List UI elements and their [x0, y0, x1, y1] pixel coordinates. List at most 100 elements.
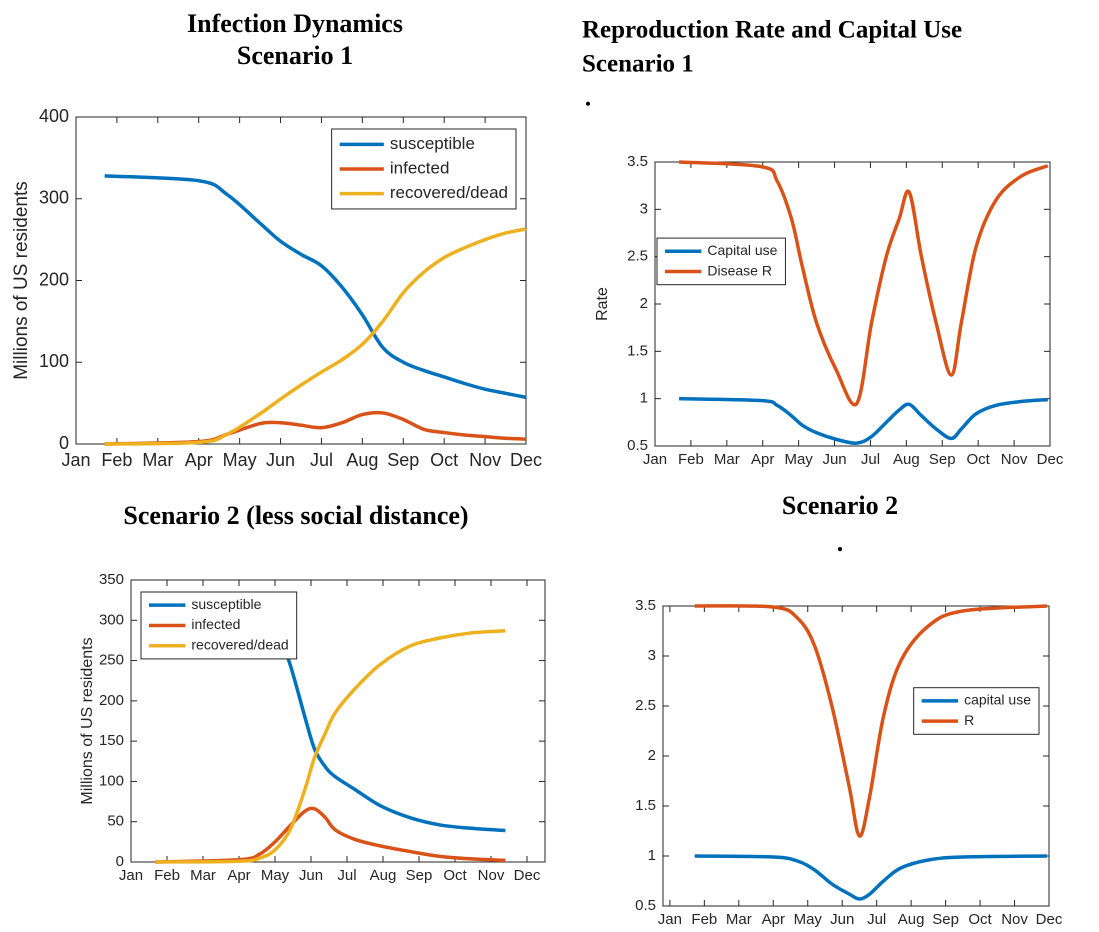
series-line [679, 396, 1048, 445]
legend: Capital use Disease R [656, 237, 786, 286]
axes-box [654, 161, 1051, 447]
y-tick-label: 50 [107, 813, 124, 830]
legend-label: recovered/dead [191, 636, 288, 652]
x-tick-label: Dec [1036, 911, 1063, 928]
y-axis-label: Millions of US residents [11, 181, 32, 380]
x-tick-label: Jun [266, 450, 295, 470]
y-axis-label: Rate [594, 287, 611, 321]
y-tick-label: 300 [99, 611, 124, 628]
y-tick-label: 3 [648, 647, 656, 664]
legend-label: recovered/dead [390, 183, 508, 202]
series-line [694, 854, 1047, 901]
x-tick-label: Aug [893, 451, 920, 468]
y-tick-label: 200 [99, 692, 124, 709]
y-tick-label: 1 [640, 390, 648, 407]
x-tick-label: Jun [822, 451, 846, 468]
y-tick-label: 0 [59, 433, 69, 453]
x-tick-label: Dec [1037, 451, 1064, 468]
y-tick-label: 350 [99, 571, 124, 588]
x-tick-label: Feb [101, 450, 132, 470]
x-tick-label: Feb [678, 451, 704, 468]
legend-label: capital use [964, 692, 1031, 708]
legend-label: Capital use [707, 242, 777, 258]
y-tick-label: 400 [39, 106, 69, 126]
x-tick-label: Jan [119, 867, 143, 884]
y-tick-label: 2 [648, 747, 656, 764]
legend-label: susceptible [390, 134, 475, 153]
legend-label: susceptible [191, 596, 261, 612]
axes-box [130, 579, 546, 863]
x-tick-label: Aug [346, 450, 378, 470]
x-tick-label: Oct [968, 911, 992, 928]
chart-subtitle: Scenario 1 [582, 51, 694, 78]
x-tick-label: Nov [478, 867, 505, 884]
x-tick-label: Dec [510, 450, 542, 470]
x-tick-label: Nov [469, 450, 501, 470]
x-tick-label: Mar [142, 450, 173, 470]
axes-box [75, 116, 527, 445]
x-tick-label: Feb [691, 911, 717, 928]
y-tick-label: 0.5 [635, 897, 656, 914]
y-tick-label: 3.5 [635, 597, 656, 614]
legend: susceptible infected recovered/dead [331, 128, 517, 210]
x-tick-label: May [794, 911, 823, 928]
x-tick-label: Aug [898, 911, 925, 928]
y-tick-label: 200 [39, 269, 69, 289]
x-tick-label: Apr [751, 451, 774, 468]
axes-box [662, 605, 1050, 907]
legend: capital use R [913, 687, 1040, 735]
legend-label: infected [390, 158, 450, 177]
chart-title: Scenario 2 (less social distance) [123, 501, 468, 530]
x-tick-label: Nov [1001, 451, 1028, 468]
chart-title: Scenario 2 [782, 491, 898, 520]
y-tick-label: 300 [39, 188, 69, 208]
chart-title: Reproduction Rate and Capital Use [582, 17, 962, 44]
x-tick-label: Apr [227, 867, 250, 884]
x-tick-label: May [223, 450, 257, 470]
x-tick-label: Oct [430, 450, 458, 470]
x-tick-label: Feb [154, 867, 180, 884]
y-tick-label: 1.5 [627, 342, 648, 359]
y-tick-label: 0 [116, 853, 124, 870]
y-tick-label: 100 [39, 351, 69, 371]
x-tick-label: May [784, 451, 813, 468]
x-tick-label: Jun [830, 911, 854, 928]
series-line [104, 227, 527, 446]
x-tick-label: Jul [310, 450, 333, 470]
series-line [678, 160, 1049, 407]
legend-box [656, 237, 786, 286]
x-tick-label: Sep [929, 451, 956, 468]
x-tick-label: Sep [387, 450, 419, 470]
y-tick-label: 2 [640, 295, 648, 312]
x-tick-label: Jul [867, 911, 886, 928]
y-tick-label: 3 [640, 200, 648, 217]
legend-label: Disease R [707, 262, 772, 278]
annotation: . [837, 528, 844, 557]
y-tick-label: 3.5 [627, 153, 648, 170]
x-tick-label: Apr [762, 911, 785, 928]
y-tick-label: 100 [99, 772, 124, 789]
x-tick-label: Sep [406, 867, 433, 884]
legend: susceptible infected recovered/dead [140, 591, 298, 660]
x-tick-label: Aug [370, 867, 397, 884]
y-tick-label: 150 [99, 732, 124, 749]
x-tick-label: Jun [299, 867, 323, 884]
x-tick-label: Nov [1001, 911, 1028, 928]
annotation: . [585, 85, 591, 112]
plot-area [663, 606, 1049, 906]
y-tick-label: 1.5 [635, 797, 656, 814]
series-line [155, 629, 506, 864]
y-tick-label: 1 [648, 847, 656, 864]
x-tick-label: Apr [185, 450, 213, 470]
x-tick-label: Oct [967, 451, 991, 468]
x-tick-label: Jan [643, 451, 667, 468]
legend-label: R [964, 712, 974, 728]
series-line [155, 806, 506, 864]
x-tick-label: May [261, 867, 290, 884]
y-tick-label: 2.5 [627, 248, 648, 265]
x-tick-label: Jul [337, 867, 356, 884]
series-line [104, 410, 527, 446]
x-tick-label: Dec [514, 867, 541, 884]
series-line [104, 174, 527, 400]
legend-box [913, 687, 1040, 735]
